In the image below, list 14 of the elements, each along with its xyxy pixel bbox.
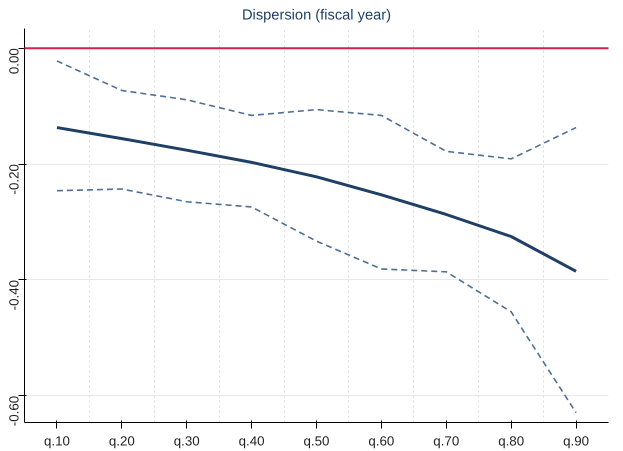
chart-title: Dispersion (fiscal year) [242,8,392,24]
y-tick-label: -0.60 [6,396,22,426]
y-tick-label: 0.00 [6,48,22,74]
x-tick-label: q.90 [563,434,590,448]
y-tick-label: -0.40 [6,280,22,310]
x-tick-label: q.80 [498,434,524,448]
y-tick-label: -0.20 [6,164,22,194]
x-tick-label: q.50 [304,434,330,448]
x-tick-label: q.60 [368,434,394,448]
x-tick-label: q.20 [108,434,135,448]
x-tick-label: q.40 [238,434,265,448]
x-tick-label: q.70 [433,434,460,448]
x-tick-label: q.10 [44,434,70,448]
x-tick-label: q.30 [174,434,200,448]
